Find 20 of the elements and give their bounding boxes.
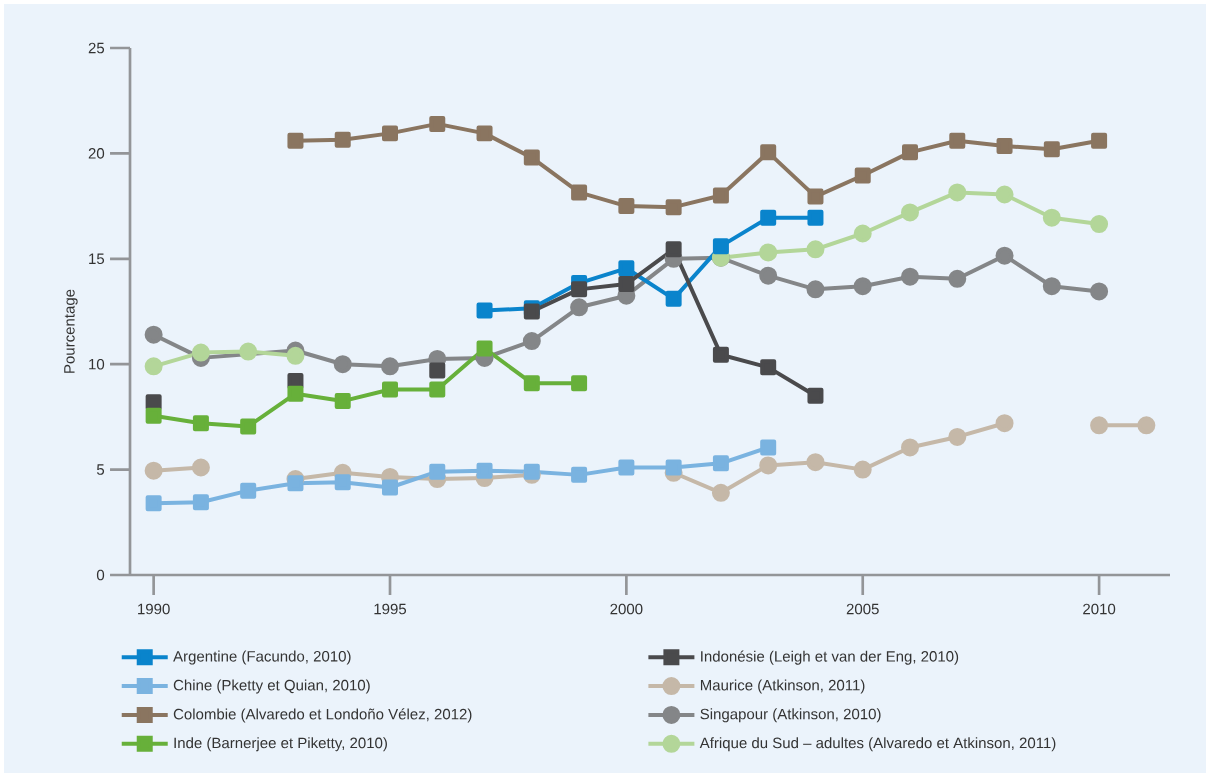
x-tick-label: 1995 xyxy=(374,603,407,615)
legend-label: Afrique du Sud – adultes (Alvaredo et Atkinson, 2011) xyxy=(699,737,1056,752)
legend-label: Colombie (Alvaredo et Londoño Vélez, 2012) xyxy=(173,708,472,723)
y-tick-label: 10 xyxy=(89,358,105,370)
x-tick-label: 2000 xyxy=(610,603,643,615)
y-tick-label: 5 xyxy=(96,464,105,475)
legend-label: Chine (Pketty et Quian, 2010) xyxy=(173,679,370,694)
x-tick-label: 1990 xyxy=(138,603,170,615)
y-tick-label: 20 xyxy=(88,148,105,159)
legend-label: Maurice (Atkinson, 2011) xyxy=(700,679,865,694)
legend-label: Singapour (Atkinson, 2010) xyxy=(700,708,881,723)
y-tick-label: 0 xyxy=(96,569,105,581)
x-tick-label: 2005 xyxy=(846,603,879,615)
legend-label: Inde (Barnerjee et Piketty, 2010) xyxy=(174,737,387,752)
y-tick-label: 15 xyxy=(89,253,105,265)
legend-label: Indonésie (Leigh et van der Eng, 2010) xyxy=(701,650,959,665)
x-tick-label: 2010 xyxy=(1083,603,1116,615)
legend-label: Argentine (Facundo, 2010) xyxy=(173,650,351,665)
y-axis-title: Pourcentage xyxy=(64,289,78,373)
y-tick-label: 25 xyxy=(88,42,105,54)
